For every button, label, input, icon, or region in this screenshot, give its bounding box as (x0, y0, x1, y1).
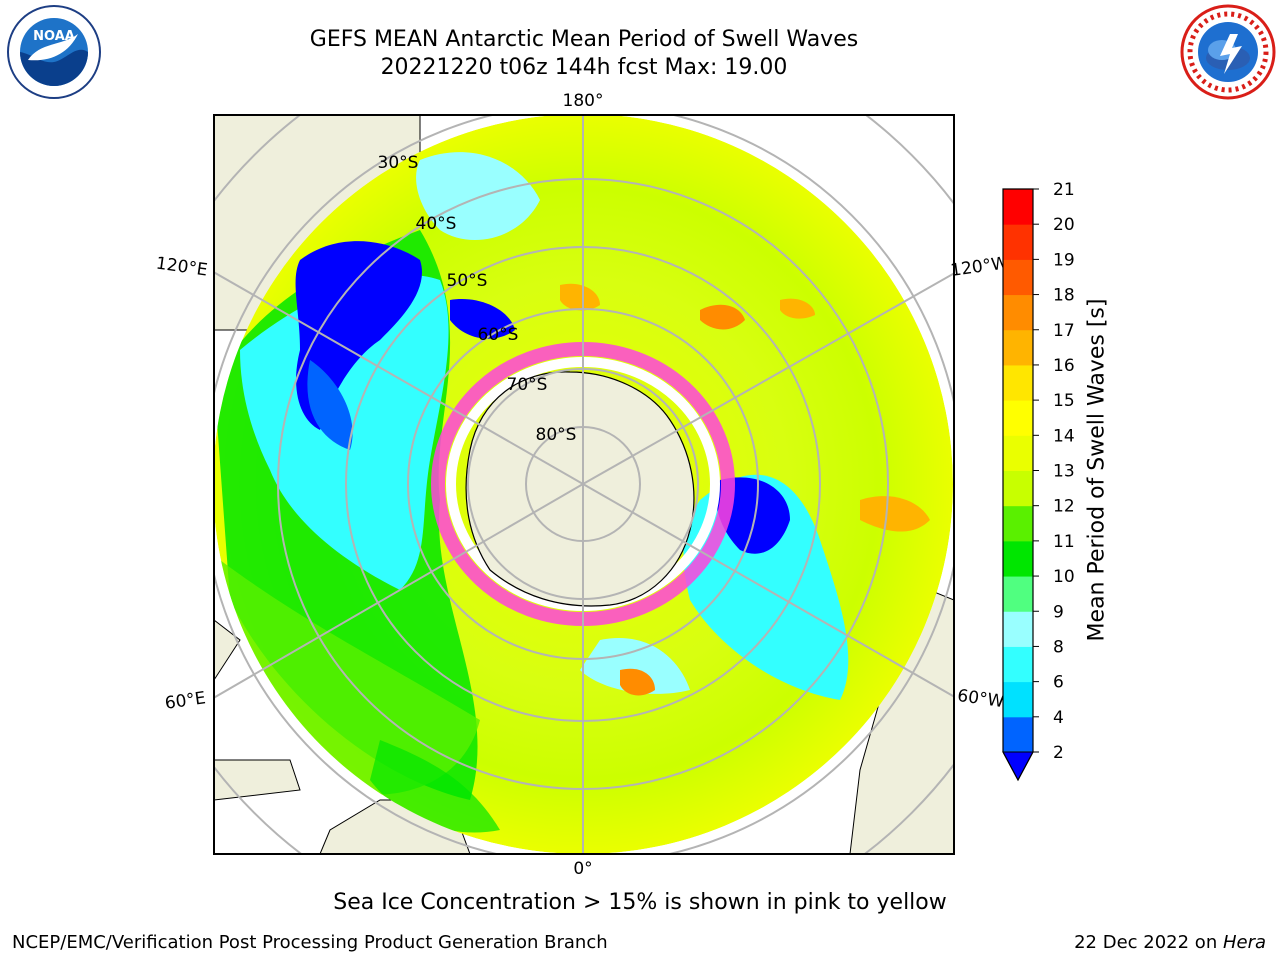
colorbar-tick-label: 10 (1053, 567, 1075, 587)
nws-logo (1180, 4, 1276, 100)
colorbar-extend-arrow (1002, 751, 1034, 782)
colorbar-tick-label: 9 (1053, 602, 1064, 622)
colorbar-segment (1003, 681, 1033, 718)
colorbar-segment (1003, 470, 1033, 507)
footer-branch: NCEP/EMC/Verification Post Processing Pr… (12, 932, 608, 953)
colorbar-tick-label: 8 (1053, 637, 1064, 657)
colorbar-tick-label: 19 (1053, 250, 1075, 270)
lon-label-180: 180° (563, 91, 604, 111)
lat-label-50s: 50°S (447, 271, 488, 291)
colorbar-tick-label: 14 (1053, 426, 1075, 446)
sea-ice-caption: Sea Ice Concentration > 15% is shown in … (333, 890, 947, 915)
colorbar-segment (1003, 505, 1033, 542)
title-line-1: GEFS MEAN Antarctic Mean Period of Swell… (309, 27, 859, 52)
colorbar-tick-label: 21 (1053, 180, 1075, 200)
colorbar-segment (1003, 329, 1033, 366)
colorbar-segment (1003, 435, 1033, 471)
footer-date-text: 22 Dec 2022 on (1074, 932, 1223, 953)
colorbar-segment (1003, 259, 1033, 296)
map-title: GEFS MEAN Antarctic Mean Period of Swell… (0, 26, 1168, 82)
colorbar-tick-label: 6 (1053, 673, 1064, 693)
map-frame (213, 114, 955, 855)
lat-label-70s: 70°S (507, 375, 548, 395)
graticule (214, 115, 954, 854)
footer-machine: Hera (1222, 932, 1266, 953)
colorbar-segment (1003, 576, 1033, 612)
noaa-logo: NOAA (7, 5, 101, 99)
lon-label-60e: 60°E (164, 688, 207, 713)
colorbar-tick-label: 18 (1053, 286, 1075, 306)
colorbar-tick-label: 20 (1053, 215, 1075, 235)
lat-label-60s: 60°S (478, 325, 519, 345)
colorbar-segment (1003, 611, 1033, 647)
colorbar-segment (1003, 400, 1033, 436)
colorbar-segment (1003, 224, 1033, 260)
colorbar-frame (1002, 188, 1034, 782)
colorbar: 2 4 6 8 9 10 11 12 13 14 15 16 17 18 19 20 21 (1002, 180, 1075, 782)
colorbar-tick-label: 12 (1053, 497, 1075, 517)
colorbar-tick-label: 16 (1053, 356, 1075, 376)
colorbar-segment (1003, 716, 1033, 753)
lon-label-120w: 120°W (949, 253, 1009, 281)
colorbar-segment (1003, 294, 1033, 331)
lon-label-120e: 120°E (155, 254, 209, 281)
lat-label-80s: 80°S (536, 425, 577, 445)
colorbar-segment (1003, 646, 1033, 683)
footer-date: 22 Dec 2022 on Hera (1074, 932, 1266, 953)
colorbar-tick-label: 15 (1053, 391, 1075, 411)
colorbar-tick-label: 4 (1053, 708, 1064, 728)
colorbar-tick-label: 13 (1053, 462, 1075, 482)
colorbar-segment (1003, 540, 1033, 577)
colorbar-tick-label: 2 (1053, 743, 1064, 763)
lat-label-30s: 30°S (378, 153, 419, 173)
svg-text:NOAA: NOAA (33, 29, 75, 44)
colorbar-label: Mean Period of Swell Waves [s] (1084, 298, 1110, 642)
title-line-2: 20221220 t06z 144h fcst Max: 19.00 (380, 55, 788, 80)
colorbar-tick-label: 11 (1053, 532, 1075, 552)
colorbar-segment (1003, 364, 1033, 401)
lon-label-0: 0° (573, 859, 592, 879)
colorbar-segment (1003, 189, 1033, 225)
lat-label-40s: 40°S (416, 214, 457, 234)
lon-label-60w: 60°W (956, 686, 1005, 712)
colorbar-tick-label: 17 (1053, 321, 1075, 341)
